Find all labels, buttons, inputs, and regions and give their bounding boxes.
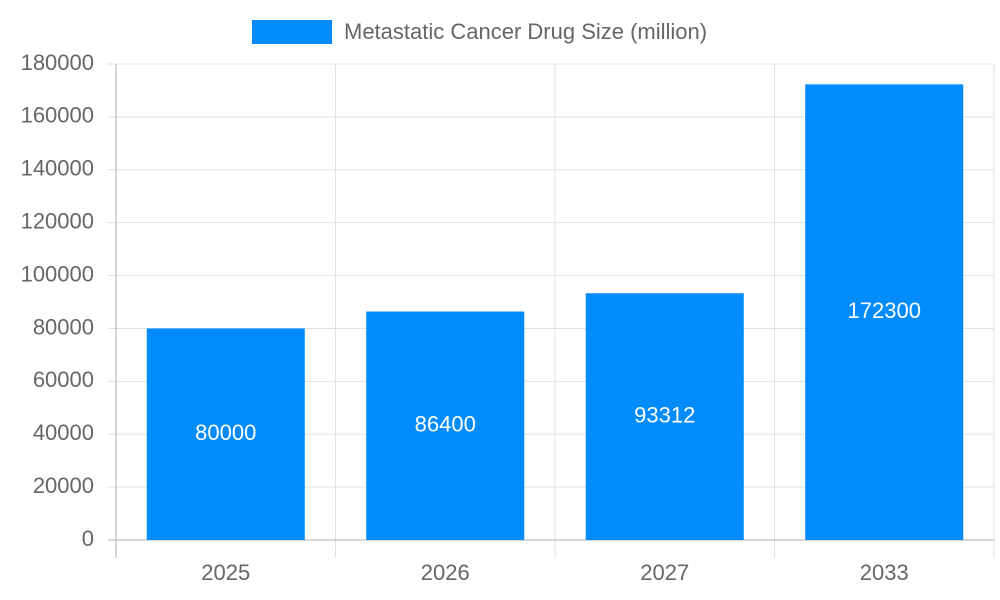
y-tick-label: 20000 [33,473,94,498]
y-tick-label: 120000 [21,208,94,233]
data-label: 172300 [848,298,921,323]
y-tick-label: 180000 [21,50,94,75]
y-tick-label: 100000 [21,261,94,286]
y-tick-label: 40000 [33,420,94,445]
legend-label: Metastatic Cancer Drug Size (million) [344,19,707,44]
bar [585,293,744,540]
y-tick-label: 160000 [21,103,94,128]
y-tick-label: 60000 [33,367,94,392]
legend-swatch [252,20,332,44]
bar [146,328,305,540]
x-tick-label: 2027 [640,560,689,585]
y-tick-label: 140000 [21,156,94,181]
x-tick-label: 2026 [421,560,470,585]
data-label: 86400 [415,412,476,437]
bar [805,84,964,541]
bar [366,311,525,540]
x-tick-label: 2025 [201,560,250,585]
data-label: 80000 [195,420,256,445]
x-tick-label: 2033 [860,560,909,585]
data-label: 93312 [634,402,695,427]
y-tick-label: 80000 [33,314,94,339]
y-tick-label: 0 [82,526,94,551]
